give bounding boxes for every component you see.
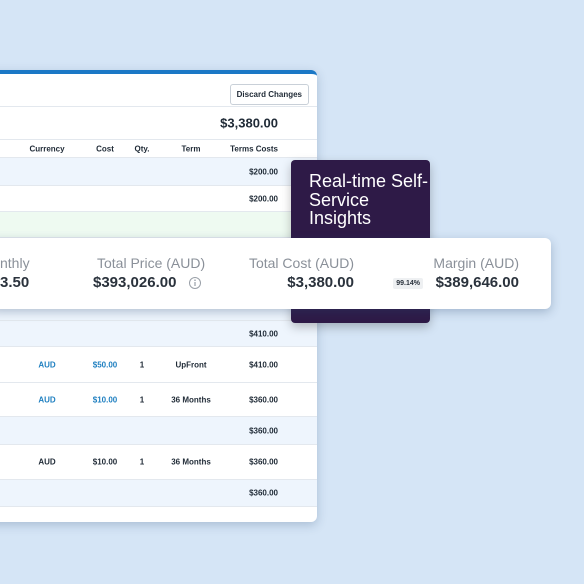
- toolbar-row: Discard Changes: [0, 74, 317, 107]
- table-cell: $360.00: [249, 488, 278, 498]
- table-row: AUD $10.00 1 36 Months $360.00: [0, 445, 317, 480]
- table-cell: $410.00: [249, 360, 278, 369]
- row-bg: [0, 158, 317, 186]
- discard-button[interactable]: Discard Changes: [229, 84, 309, 105]
- table-row: $360.00: [0, 480, 317, 507]
- table-row: AUD $50.00 1 UpFront $410.00: [0, 347, 317, 383]
- total: $3,380.00: [220, 115, 278, 131]
- table-cell: $200.00: [249, 194, 278, 203]
- summary-label: Total Cost (AUD): [248, 255, 354, 271]
- column-header: Terms Costs: [230, 144, 278, 153]
- table-cell: 36 Months: [171, 457, 211, 467]
- table-cell: 1: [139, 360, 145, 369]
- callout-text: Real-time Self-Service Insights: [309, 171, 429, 228]
- table-cell: $360.00: [249, 457, 278, 467]
- table-panel: Discard Changes $3,380.00 Currency Cost Qt…: [0, 70, 317, 522]
- row-bg: [0, 212, 317, 238]
- summary-value: $389,646.00: [435, 274, 519, 291]
- summary-value: $393,026.00: [93, 274, 177, 291]
- table-cell: $10.00: [92, 395, 118, 404]
- table-cell: $10.00: [92, 457, 118, 467]
- column-header: Cost: [96, 144, 114, 153]
- summary-card: nthly 3.50 Total Price (AUD) $393,026.00…: [0, 238, 551, 309]
- margin-percent: 99.14%: [393, 278, 423, 289]
- summary-value: 3.50: [0, 274, 30, 291]
- summary-value: $3,380.00: [287, 274, 354, 291]
- table-row: $200.00: [0, 186, 317, 212]
- summary-label: nthly: [0, 255, 30, 271]
- table-cell: AUD: [38, 360, 56, 369]
- total-row: $3,380.00: [0, 107, 317, 140]
- table-cell: $360.00: [249, 426, 278, 435]
- table-cell: AUD: [38, 457, 56, 467]
- table-row: $360.00: [0, 417, 317, 445]
- column-header: Currency: [29, 144, 65, 153]
- table-row: AUD $10.00 1 36 Months $360.00: [0, 383, 317, 417]
- table-cell: $410.00: [249, 329, 278, 338]
- table-cell: $200.00: [249, 167, 278, 176]
- table-cell: UpFront: [175, 360, 207, 369]
- header-row: Currency Cost Qty. Term Terms Costs: [0, 140, 317, 158]
- summary-label: Total Price (AUD): [97, 255, 206, 271]
- table-row: $200.00: [0, 158, 317, 186]
- table-cell: 36 Months: [171, 395, 211, 404]
- table-row: $410.00: [0, 321, 317, 347]
- table-cell: 1: [139, 395, 145, 404]
- table-cell: AUD: [38, 395, 56, 404]
- column-header: Qty.: [134, 144, 150, 153]
- column-header: Term: [181, 144, 201, 153]
- summary-label: Margin (AUD): [433, 255, 519, 271]
- table-cell: $50.00: [92, 360, 118, 369]
- info-icon[interactable]: [188, 276, 202, 290]
- table-cell: $360.00: [249, 395, 278, 404]
- table-cell: 1: [139, 457, 145, 467]
